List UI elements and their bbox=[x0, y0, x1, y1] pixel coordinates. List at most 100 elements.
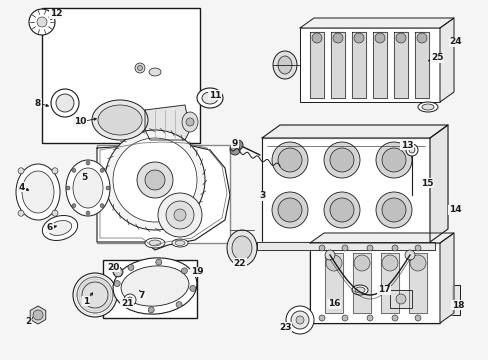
Ellipse shape bbox=[416, 33, 426, 43]
Circle shape bbox=[105, 130, 204, 230]
Ellipse shape bbox=[22, 171, 54, 213]
Circle shape bbox=[366, 315, 372, 321]
Bar bbox=[262, 138, 429, 242]
Text: 14: 14 bbox=[448, 206, 460, 215]
Circle shape bbox=[86, 161, 90, 165]
Circle shape bbox=[72, 204, 76, 208]
Circle shape bbox=[33, 310, 43, 320]
Ellipse shape bbox=[172, 239, 187, 247]
Circle shape bbox=[122, 298, 128, 304]
Ellipse shape bbox=[202, 92, 218, 104]
Ellipse shape bbox=[51, 89, 79, 117]
Polygon shape bbox=[309, 32, 324, 98]
Circle shape bbox=[318, 315, 325, 321]
Circle shape bbox=[86, 211, 90, 215]
Text: 17: 17 bbox=[377, 285, 389, 294]
Ellipse shape bbox=[417, 102, 437, 112]
Text: 1: 1 bbox=[82, 297, 89, 306]
Circle shape bbox=[113, 138, 197, 222]
Circle shape bbox=[285, 306, 313, 334]
Polygon shape bbox=[372, 32, 386, 98]
Text: 16: 16 bbox=[327, 300, 340, 309]
Polygon shape bbox=[257, 242, 434, 250]
Ellipse shape bbox=[145, 238, 164, 248]
Circle shape bbox=[100, 204, 104, 208]
Text: 6: 6 bbox=[47, 224, 53, 233]
Circle shape bbox=[18, 168, 24, 174]
Bar bbox=[103, 260, 197, 318]
Circle shape bbox=[391, 315, 397, 321]
Bar bbox=[97, 145, 229, 243]
Polygon shape bbox=[380, 253, 398, 313]
Polygon shape bbox=[393, 32, 407, 98]
Text: 19: 19 bbox=[190, 267, 203, 276]
Circle shape bbox=[329, 198, 353, 222]
Polygon shape bbox=[325, 253, 342, 313]
Circle shape bbox=[395, 294, 405, 304]
Ellipse shape bbox=[197, 88, 223, 108]
Circle shape bbox=[324, 192, 359, 228]
Circle shape bbox=[414, 245, 420, 251]
Circle shape bbox=[165, 201, 194, 229]
Circle shape bbox=[341, 315, 347, 321]
Ellipse shape bbox=[182, 112, 198, 132]
Ellipse shape bbox=[354, 287, 364, 293]
Circle shape bbox=[414, 315, 420, 321]
Circle shape bbox=[271, 192, 307, 228]
Circle shape bbox=[381, 255, 397, 271]
Ellipse shape bbox=[73, 168, 103, 208]
Text: 24: 24 bbox=[449, 37, 461, 46]
Circle shape bbox=[375, 142, 411, 178]
Ellipse shape bbox=[149, 68, 161, 76]
Circle shape bbox=[341, 245, 347, 251]
Circle shape bbox=[329, 148, 353, 172]
Polygon shape bbox=[97, 143, 229, 250]
Ellipse shape bbox=[226, 230, 257, 266]
Ellipse shape bbox=[395, 33, 405, 43]
Text: 7: 7 bbox=[139, 292, 145, 301]
Circle shape bbox=[271, 142, 307, 178]
Circle shape bbox=[113, 267, 123, 277]
Circle shape bbox=[139, 282, 147, 290]
Ellipse shape bbox=[16, 164, 60, 220]
Circle shape bbox=[131, 274, 155, 298]
Ellipse shape bbox=[353, 33, 363, 43]
Circle shape bbox=[52, 210, 58, 216]
Circle shape bbox=[391, 245, 397, 251]
Polygon shape bbox=[330, 32, 345, 98]
Ellipse shape bbox=[231, 236, 251, 260]
Ellipse shape bbox=[92, 100, 148, 140]
Circle shape bbox=[381, 148, 405, 172]
Circle shape bbox=[278, 198, 302, 222]
Ellipse shape bbox=[66, 160, 110, 216]
Circle shape bbox=[174, 209, 185, 221]
Text: 8: 8 bbox=[35, 99, 41, 108]
Circle shape bbox=[82, 282, 108, 308]
Polygon shape bbox=[439, 18, 453, 102]
Text: 18: 18 bbox=[451, 301, 463, 310]
Circle shape bbox=[158, 193, 202, 237]
Circle shape bbox=[124, 294, 136, 306]
Circle shape bbox=[232, 140, 243, 150]
Ellipse shape bbox=[113, 258, 197, 314]
Polygon shape bbox=[113, 268, 123, 276]
Polygon shape bbox=[299, 18, 453, 28]
Polygon shape bbox=[262, 125, 447, 138]
Circle shape bbox=[404, 250, 414, 260]
Text: 3: 3 bbox=[258, 192, 264, 201]
Ellipse shape bbox=[374, 33, 384, 43]
Bar bbox=[444, 285, 459, 315]
Circle shape bbox=[290, 311, 308, 329]
Circle shape bbox=[127, 297, 133, 303]
Polygon shape bbox=[414, 32, 428, 98]
Ellipse shape bbox=[311, 33, 321, 43]
Text: 9: 9 bbox=[231, 139, 238, 148]
Ellipse shape bbox=[332, 33, 342, 43]
Circle shape bbox=[72, 168, 76, 172]
Circle shape bbox=[18, 210, 24, 216]
Circle shape bbox=[325, 250, 334, 260]
Circle shape bbox=[375, 192, 411, 228]
Ellipse shape bbox=[149, 240, 161, 246]
Text: 22: 22 bbox=[233, 258, 246, 267]
Text: 15: 15 bbox=[420, 179, 432, 188]
